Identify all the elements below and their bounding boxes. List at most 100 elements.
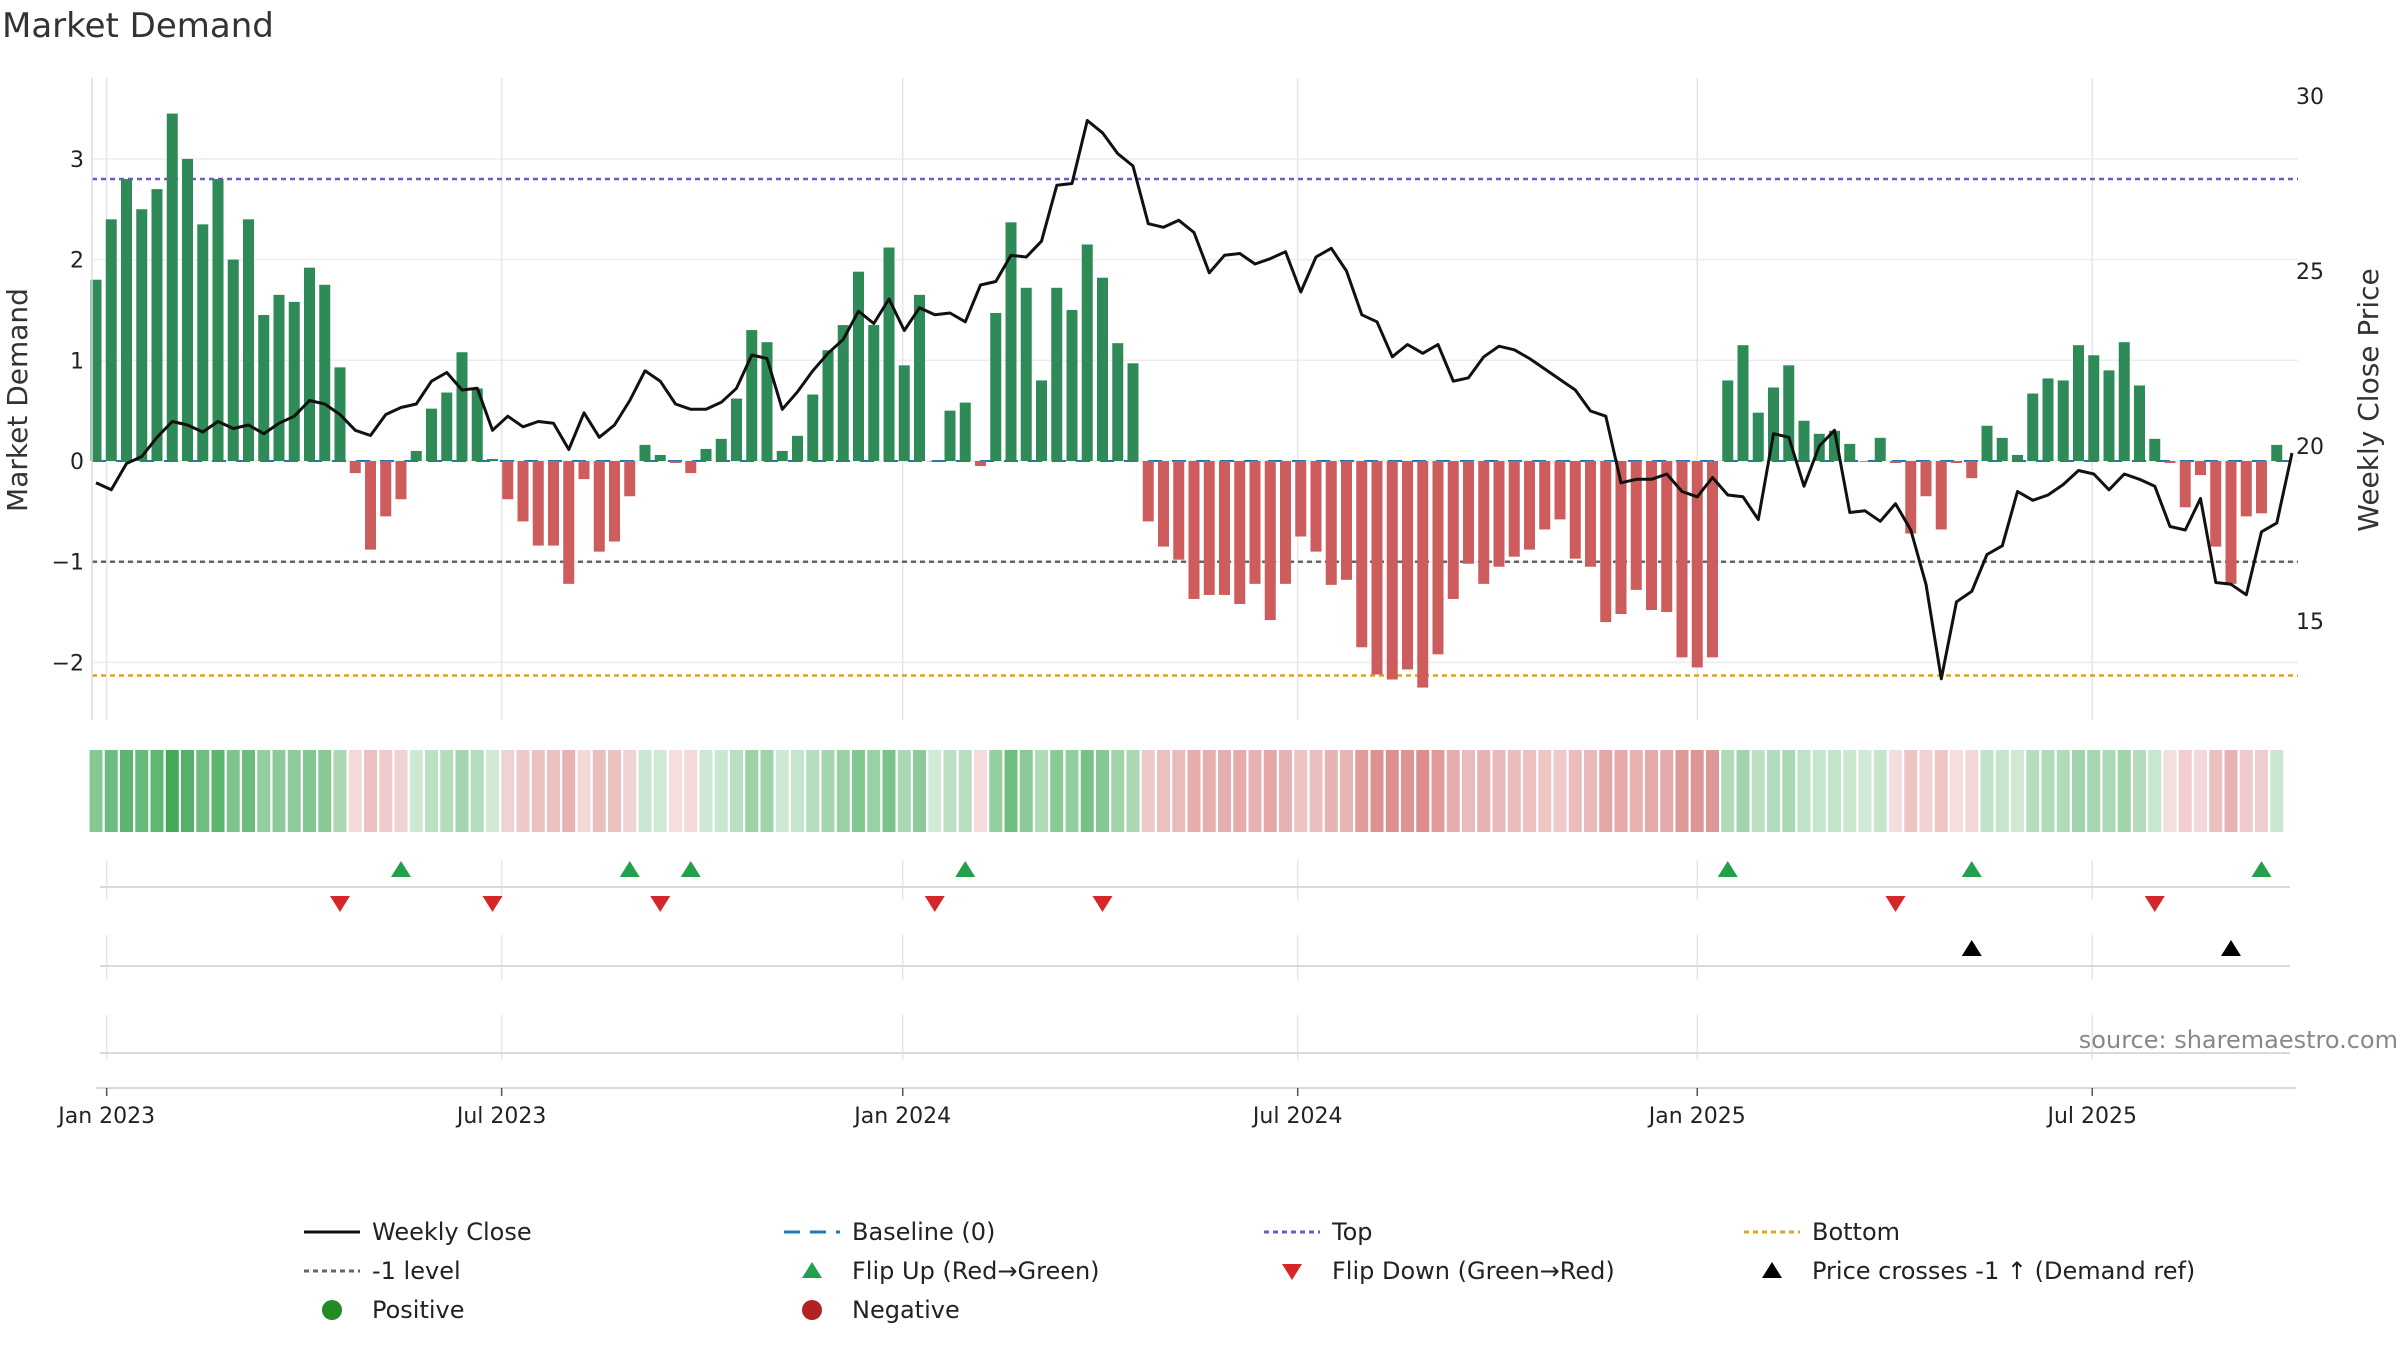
heat-strip-cell bbox=[1187, 750, 1201, 832]
demand-bar bbox=[1432, 461, 1444, 655]
heat-strip-cell bbox=[1629, 750, 1643, 832]
heat-strip-cell bbox=[1141, 750, 1155, 832]
heat-strip-cell bbox=[1660, 750, 1674, 832]
heat-strip-cell bbox=[1172, 750, 1186, 832]
demand-bar bbox=[1447, 461, 1459, 599]
demand-bar bbox=[1859, 461, 1871, 462]
heat-strip-cell bbox=[2255, 750, 2268, 832]
heat-strip-cell bbox=[1111, 750, 1125, 832]
x-tick-label: Jul 2023 bbox=[455, 1104, 547, 1129]
demand-bar bbox=[1676, 461, 1688, 658]
legend-item-flip_down: Flip Down (Green→Red) bbox=[1260, 1255, 1740, 1286]
heat-strip-cell bbox=[1218, 750, 1231, 832]
demand-bar bbox=[1097, 277, 1108, 461]
legend-symbol-positive bbox=[322, 1299, 342, 1320]
demand-bar bbox=[1036, 380, 1047, 461]
demand-bar bbox=[1691, 461, 1703, 668]
demand-bar bbox=[243, 219, 254, 461]
demand-bar bbox=[700, 448, 712, 461]
demand-bar bbox=[349, 461, 361, 474]
demand-bar bbox=[1325, 461, 1337, 585]
heat-strip-cell bbox=[745, 750, 759, 832]
chart-legend: Weekly Close Baseline (0) Top Bottom -1 leve… bbox=[300, 1216, 2250, 1325]
demand-bar bbox=[1280, 461, 1291, 584]
legend-label: Bottom bbox=[1812, 1217, 1901, 1246]
heat-strip-cell bbox=[1202, 750, 1216, 832]
heat-strip-cell bbox=[1919, 750, 1933, 832]
demand-bar bbox=[227, 259, 239, 461]
demand-bar bbox=[1920, 461, 1932, 497]
heat-strip-cell bbox=[379, 750, 393, 832]
heat-strip-cell bbox=[1995, 750, 2009, 832]
demand-bar bbox=[609, 461, 620, 542]
demand-bar bbox=[654, 454, 666, 461]
heat-strip-cell bbox=[440, 750, 454, 832]
heat-strip-cell bbox=[1584, 750, 1597, 832]
flip-up-marker bbox=[2251, 861, 2272, 877]
heat-strip-cell bbox=[303, 750, 316, 832]
heat-strip-cell bbox=[1050, 750, 1064, 832]
heat-strip-cell bbox=[2072, 750, 2085, 832]
heat-strip-cell bbox=[2117, 750, 2131, 832]
demand-bar bbox=[197, 224, 209, 461]
heat-strip-cell bbox=[211, 750, 225, 832]
heat-strip-cell bbox=[1934, 750, 1948, 832]
axes-layer: 3 2 1 0 −1 −2 30 25 20 15 bbox=[52, 78, 2324, 720]
heat-strip-cell bbox=[897, 750, 911, 832]
legend-item-bottom: Bottom bbox=[1740, 1216, 2250, 1247]
legend-label: Baseline (0) bbox=[852, 1217, 996, 1246]
heat-strip-cell bbox=[1431, 750, 1445, 832]
legend-item-minus1: -1 level bbox=[300, 1255, 780, 1286]
heat-strip-cell bbox=[2087, 750, 2101, 832]
demand-bar bbox=[136, 209, 148, 461]
demand-bar bbox=[395, 461, 407, 500]
heat-strip-cell bbox=[958, 750, 972, 832]
demand-bar bbox=[2149, 438, 2161, 461]
demand-bar bbox=[532, 461, 544, 546]
heat-strip-cell bbox=[486, 750, 499, 832]
demand-bar bbox=[1951, 461, 1962, 464]
x-tick-label: Jan 2025 bbox=[1647, 1104, 1746, 1129]
demand-bar bbox=[1737, 345, 1749, 461]
heat-strip-cell bbox=[1248, 750, 1262, 832]
y-left-tick-label: 1 bbox=[70, 349, 84, 374]
heat-strip-cell bbox=[1523, 750, 1536, 832]
flip-down-marker bbox=[482, 896, 503, 912]
demand-bar bbox=[990, 312, 1002, 461]
heat-strip-cell bbox=[1980, 750, 1994, 832]
flip-down-marker bbox=[1092, 896, 1113, 912]
flip-down-marker bbox=[330, 896, 350, 912]
demand-bar bbox=[898, 365, 910, 461]
heat-strip-cell bbox=[699, 750, 713, 832]
demand-bar bbox=[715, 438, 727, 461]
heat-strip-cell bbox=[89, 750, 103, 832]
price-cross-marker bbox=[1961, 940, 1982, 956]
heat-strip-cell bbox=[516, 750, 530, 832]
heat-strip-cell bbox=[1416, 750, 1430, 832]
heat-strip-cell bbox=[1782, 750, 1796, 832]
heat-strip-cell bbox=[1675, 750, 1689, 832]
heat-strip-cell bbox=[1721, 750, 1735, 832]
legend-symbol-close bbox=[304, 1230, 360, 1233]
demand-bar bbox=[121, 179, 132, 462]
heat-strip-cell bbox=[1462, 750, 1475, 832]
y-left-tick-label: −1 bbox=[52, 551, 84, 576]
heat-strip-cell bbox=[1873, 750, 1887, 832]
heat-strip-cell bbox=[974, 750, 987, 832]
demand-bar bbox=[2134, 385, 2145, 461]
heat-strip-cell bbox=[1843, 750, 1857, 832]
heat-strip-cell bbox=[2041, 750, 2055, 832]
demand-bar bbox=[1539, 461, 1551, 530]
demand-bar bbox=[410, 450, 422, 461]
demand-bar bbox=[883, 247, 895, 461]
heat-strip-cell bbox=[806, 750, 820, 832]
demand-bar bbox=[365, 461, 376, 550]
heat-strip-cell bbox=[989, 750, 1003, 832]
heat-strip-cell bbox=[2224, 750, 2238, 832]
demand-bar bbox=[1646, 461, 1657, 611]
demand-bar bbox=[2103, 370, 2115, 461]
y-left-tick-label: −2 bbox=[52, 651, 84, 676]
heat-strip-cell bbox=[409, 750, 423, 832]
heat-strip-cell bbox=[2133, 750, 2146, 832]
